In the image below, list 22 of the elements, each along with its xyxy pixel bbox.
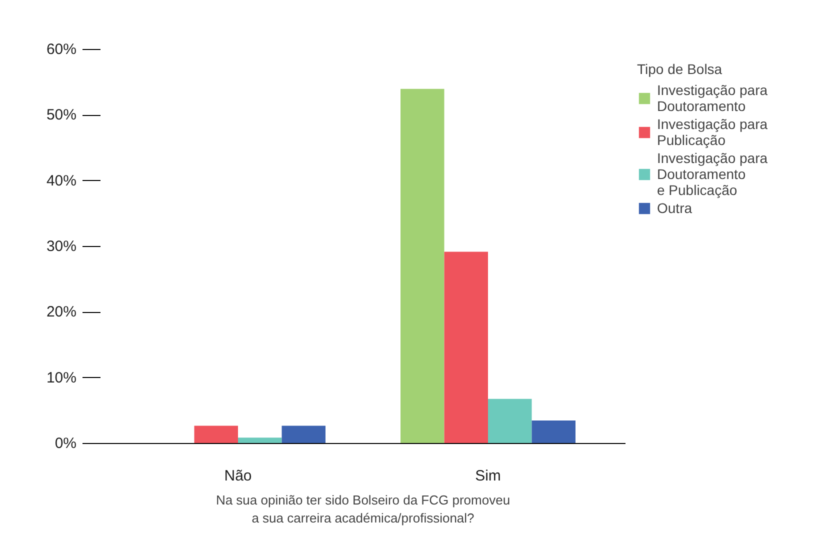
bar bbox=[488, 398, 532, 444]
x-axis-title: Na sua opinião ter sido Bolseiro da FCG promoveu a sua carreira académica/profissional? bbox=[216, 492, 510, 526]
bar bbox=[238, 438, 282, 444]
bar bbox=[282, 426, 326, 444]
bar bbox=[400, 88, 444, 444]
bar bbox=[444, 252, 488, 444]
legend-title: Tipo de Bolsa bbox=[637, 61, 724, 77]
y-tick-label: 20% bbox=[46, 304, 77, 321]
legend-label: Outra bbox=[657, 200, 692, 216]
x-tick-label: Sim bbox=[475, 468, 501, 484]
x-tick-label: Não bbox=[224, 468, 252, 484]
y-tick-label: 30% bbox=[46, 238, 77, 255]
legend-label: Investigação para Doutoramento e Publicação bbox=[657, 150, 768, 198]
legend-label: Investigação para Doutoramento bbox=[657, 82, 768, 114]
y-tick-label: 40% bbox=[46, 172, 77, 190]
bar bbox=[194, 426, 238, 444]
y-tick-label: 10% bbox=[46, 369, 77, 386]
y-tick-label: 0% bbox=[54, 435, 77, 452]
bar bbox=[532, 420, 576, 444]
y-tick-label: 60% bbox=[46, 41, 77, 58]
legend-label: Investigação para Publicação bbox=[657, 116, 768, 148]
y-tick-label: 50% bbox=[46, 106, 77, 124]
